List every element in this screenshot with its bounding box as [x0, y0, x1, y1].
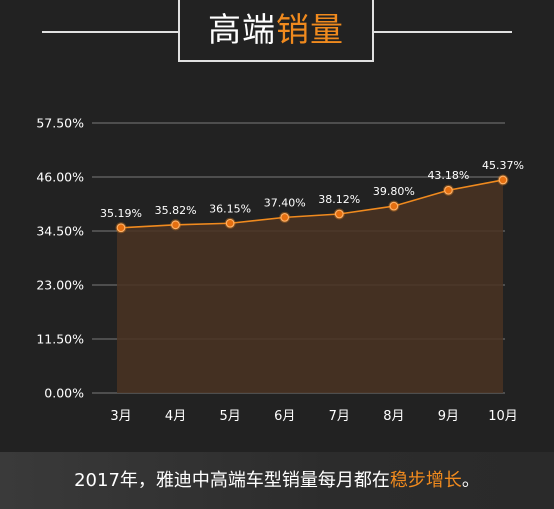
- y-tick-label: 23.00%: [36, 278, 84, 293]
- data-point: [389, 201, 399, 211]
- data-label: 43.18%: [427, 169, 469, 182]
- data-label: 39.80%: [373, 185, 415, 198]
- data-point: [171, 220, 180, 230]
- title-accent: 销量: [276, 10, 344, 49]
- area-layer: [117, 179, 503, 393]
- x-tick-label: 8月: [383, 409, 404, 424]
- y-tick-label: 0.00%: [44, 386, 84, 401]
- data-point: [225, 218, 235, 228]
- x-tick-label: 5月: [220, 409, 241, 424]
- y-tick-label: 46.00%: [36, 170, 84, 185]
- data-point: [334, 209, 344, 219]
- x-tick-label: 9月: [438, 409, 459, 424]
- data-label: 37.40%: [264, 196, 306, 209]
- y-tick-label: 11.50%: [36, 332, 84, 347]
- footer-highlight: 稳步增长: [389, 470, 462, 491]
- footer-caption: 2017年，雅迪中高端车型销量每月都在稳步增长。: [0, 452, 554, 509]
- x-tick-label: 10月: [488, 409, 518, 424]
- series-line: [120, 179, 504, 229]
- data-label: 35.19%: [100, 207, 142, 220]
- data-point: [498, 175, 508, 185]
- y-tick-label: 57.50%: [36, 116, 84, 131]
- footer-end: 。: [461, 470, 480, 491]
- data-point: [280, 212, 290, 222]
- data-label: 45.37%: [482, 159, 524, 172]
- label-layer: 0.00% 11.50% 23.00% 34.50% 46.00% 57.50% 35.19…: [36, 116, 524, 425]
- footer-text: 2017年，雅迪中高端车型销量每月都在: [74, 470, 390, 491]
- y-tick-label: 34.50%: [36, 224, 84, 239]
- area-fill: [117, 179, 503, 393]
- title-banner: 高端销量: [0, 0, 554, 64]
- title-left-rule: [42, 31, 178, 33]
- data-point: [116, 223, 126, 233]
- x-tick-label: 3月: [110, 409, 131, 424]
- data-point: [444, 185, 453, 195]
- x-tick-label: 6月: [274, 409, 295, 424]
- x-tick-label: 4月: [165, 409, 186, 424]
- x-tick-label: 7月: [329, 409, 350, 424]
- line-chart: 0.00% 11.50% 23.00% 34.50% 46.00% 57.50% 35.19…: [36, 116, 524, 425]
- title-right-rule: [374, 31, 512, 33]
- data-label: 38.12%: [318, 193, 360, 206]
- title-main: 高端: [208, 10, 276, 49]
- data-label: 36.15%: [209, 202, 251, 215]
- mark-layer: [115, 174, 509, 234]
- data-label: 35.82%: [155, 204, 197, 217]
- chart-title: 高端销量: [178, 0, 374, 62]
